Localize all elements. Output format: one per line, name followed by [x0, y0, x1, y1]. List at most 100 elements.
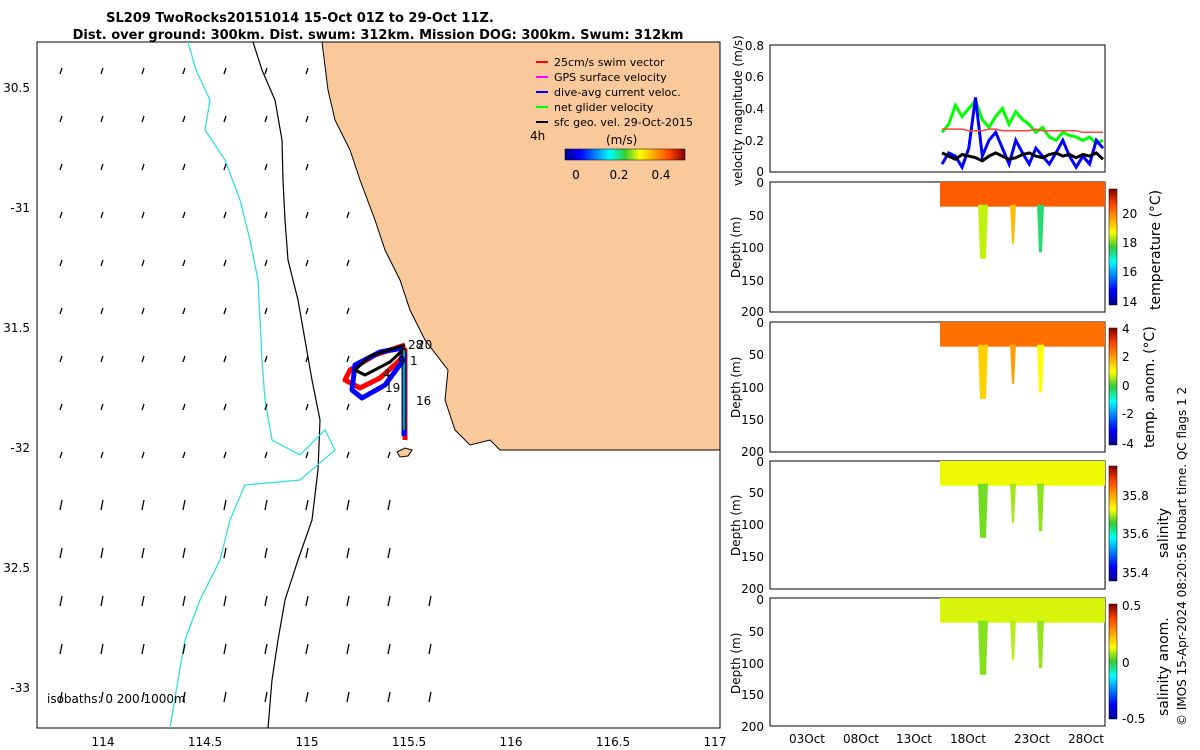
velocity-series-3 — [942, 128, 1103, 134]
velocity-series-2 — [941, 151, 1105, 163]
map-ytick-3: -32 — [10, 441, 30, 455]
current-arrow — [305, 307, 309, 315]
track-label-20: 20 — [417, 338, 432, 352]
map-colorbar-label: (m/s) — [606, 133, 637, 147]
current-arrow — [100, 691, 104, 703]
temperature-colorbar — [1108, 188, 1118, 306]
current-arrow — [182, 115, 186, 123]
time-tick-4: 23Oct — [1014, 732, 1050, 746]
current-arrow — [59, 211, 63, 219]
current-arrow — [141, 307, 145, 315]
current-arrow — [182, 355, 186, 363]
current-arrow — [182, 499, 186, 511]
title-line-1: SL209 TwoRocks20151014 15-Oct 01Z to 29-… — [106, 11, 494, 26]
velocity-series-0 — [940, 97, 1104, 146]
track-label-4: 4 — [383, 367, 391, 381]
current-arrow — [346, 307, 350, 315]
temp-anomaly-cbtick-4: 4 — [1122, 322, 1130, 336]
current-arrow — [100, 643, 104, 655]
time-tick-1: 08Oct — [843, 732, 879, 746]
velocity-ytick-0: 0 — [756, 165, 764, 179]
velocity-series — [940, 97, 1105, 171]
current-arrow — [141, 163, 145, 171]
map-xtick-2: 115 — [296, 735, 319, 749]
current-arrow — [305, 67, 309, 75]
salinity-ytick-1: 50 — [749, 486, 764, 500]
salinity-section — [940, 461, 1105, 538]
current-arrow — [59, 355, 63, 363]
isobath-200m — [252, 42, 321, 728]
temp-anomaly-cblabel: temp. anom. (°C) — [1142, 326, 1158, 448]
salinity-anomaly-panel: 0 50 100 150 200 Depth (m) -0.5 0 0.5 sa… — [729, 593, 1172, 734]
current-arrow — [141, 595, 145, 607]
current-arrow — [223, 259, 227, 267]
temperature-ytick-3: 150 — [741, 274, 764, 288]
legend-label-sfc: sfc geo. vel. 29-Oct-2015 — [554, 116, 693, 129]
current-arrow — [428, 691, 432, 703]
dive-profile — [1037, 344, 1044, 393]
map-panel: 28 20 4 9 1 19 16 25cm/s swim vector GPS… — [3, 41, 726, 749]
land-area — [321, 42, 720, 728]
surface-layer — [940, 598, 1105, 623]
current-arrow — [223, 691, 227, 703]
current-arrow — [223, 211, 227, 219]
velocity-ytick-1: 0.2 — [745, 134, 764, 148]
current-arrow — [264, 595, 268, 607]
current-arrow — [346, 691, 350, 703]
current-arrow — [100, 163, 104, 171]
dive-profile — [1037, 620, 1044, 669]
current-arrow — [182, 547, 186, 559]
dive-profile — [1010, 204, 1016, 244]
temperature-section — [940, 182, 1105, 259]
current-arrow — [223, 595, 227, 607]
surface-current-arrows — [59, 67, 432, 703]
current-arrow — [387, 499, 391, 511]
map-ytick-4: 32.5 — [3, 561, 30, 575]
current-arrow — [141, 451, 145, 459]
current-arrow — [264, 451, 268, 459]
current-arrow — [428, 643, 432, 655]
current-arrow — [305, 259, 309, 267]
current-arrow — [100, 211, 104, 219]
current-arrow — [59, 403, 63, 411]
current-arrow — [387, 547, 391, 559]
salinity-anomaly-ytick-4: 200 — [741, 720, 764, 734]
current-arrow — [264, 115, 268, 123]
map-colorbar-tick-1: 0.2 — [609, 168, 628, 182]
salinity-ytick-4: 200 — [741, 582, 764, 596]
current-arrow — [141, 355, 145, 363]
dive-profile — [1010, 620, 1016, 660]
current-arrow — [141, 643, 145, 655]
current-arrow — [264, 211, 268, 219]
current-arrow — [182, 643, 186, 655]
current-arrow — [387, 403, 391, 411]
salinity-cblabel: salinity — [1156, 508, 1172, 558]
current-arrow — [141, 499, 145, 511]
current-arrow — [305, 355, 309, 363]
current-arrow — [100, 451, 104, 459]
current-arrow — [182, 691, 186, 703]
temp-anomaly-colorbar — [1108, 327, 1118, 446]
current-arrow — [59, 307, 63, 315]
salinity-anomaly-cbtick-2: 0.5 — [1122, 599, 1141, 613]
current-arrow — [305, 643, 309, 655]
time-series-panels: 0 0.2 0.4 0.6 0.8 velocity magnitude (m/… — [729, 35, 1189, 746]
surface-layer — [940, 461, 1105, 486]
current-arrow — [182, 307, 186, 315]
current-arrow — [305, 547, 309, 559]
map-colorbar-tick-2: 0.4 — [651, 168, 670, 182]
map-xtick-0: 114 — [92, 735, 115, 749]
salinity-ytick-2: 100 — [741, 518, 764, 532]
dive-profile — [1037, 204, 1044, 253]
map-xtick-4: 116 — [500, 735, 523, 749]
current-arrow — [100, 547, 104, 559]
current-arrow — [346, 499, 350, 511]
legend-label-gps: GPS surface velocity — [554, 71, 667, 84]
map-xtick-1: 114.5 — [188, 735, 222, 749]
current-arrow — [182, 163, 186, 171]
temp-anomaly-ytick-3: 150 — [741, 413, 764, 427]
current-arrow — [346, 595, 350, 607]
current-arrow — [141, 115, 145, 123]
current-arrow — [59, 163, 63, 171]
temp-anomaly-cbtick-2: 0 — [1122, 379, 1130, 393]
